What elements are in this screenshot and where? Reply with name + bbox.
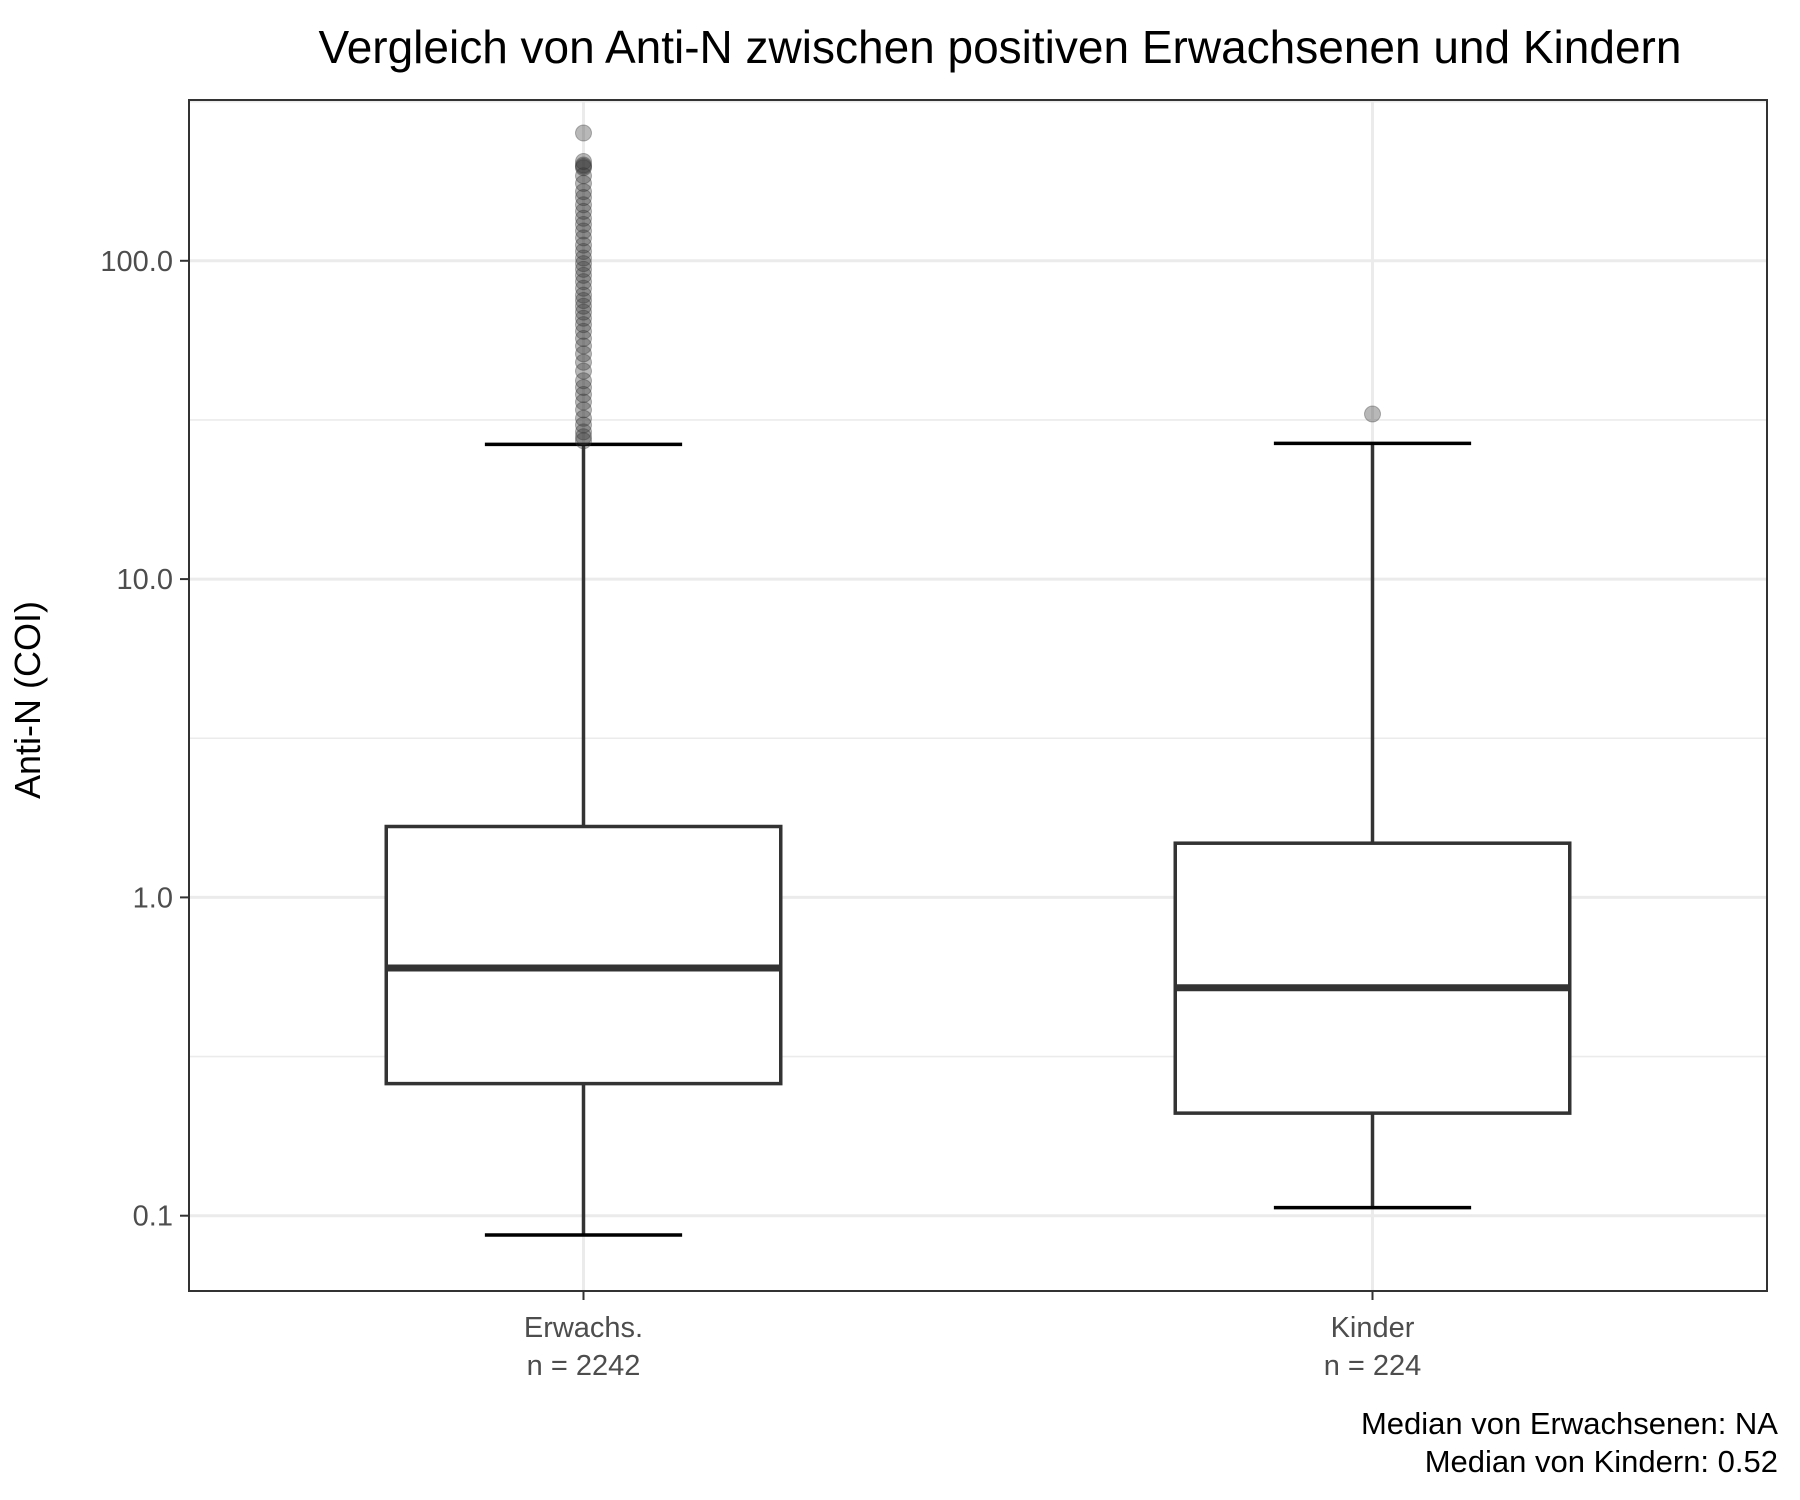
x-tick-count-label: n = 224 xyxy=(1324,1350,1422,1382)
outlier-point xyxy=(575,124,592,142)
outlier-point xyxy=(575,337,592,355)
outlier-point xyxy=(575,242,592,260)
caption-line-1: Median von Erwachsenen: NA xyxy=(1361,1406,1778,1441)
caption-line-2: Median von Kindern: 0.52 xyxy=(1425,1444,1778,1479)
y-tick-label: 10.0 xyxy=(117,564,173,596)
outlier-point xyxy=(575,196,592,214)
y-tick-label: 0.1 xyxy=(133,1201,173,1233)
outlier-point xyxy=(575,393,592,411)
y-tick-label: 1.0 xyxy=(133,882,173,914)
box-group xyxy=(384,124,783,1237)
x-tick-label: Erwachs. xyxy=(524,1312,643,1344)
outlier-point xyxy=(575,209,592,227)
iqr-box xyxy=(384,824,783,1086)
outlier-point xyxy=(575,249,592,267)
outlier-point xyxy=(575,345,592,363)
box-group xyxy=(1173,405,1572,1210)
y-tick-label: 100.0 xyxy=(100,246,173,278)
outlier-point xyxy=(575,409,592,427)
outlier-point xyxy=(575,229,592,247)
outlier-point xyxy=(575,428,592,446)
outlier-point xyxy=(575,156,592,174)
outlier-point xyxy=(575,273,592,291)
panel-border xyxy=(188,99,1768,1292)
outlier-point xyxy=(575,401,592,419)
outlier-point xyxy=(575,189,592,207)
y-axis-label: Anti-N (COI) xyxy=(7,601,48,799)
outlier-point xyxy=(575,236,592,254)
outlier-point xyxy=(575,292,592,310)
outlier-point xyxy=(575,297,592,315)
outlier-point xyxy=(575,260,592,278)
chart-title: Vergleich von Anti-N zwischen positiven … xyxy=(319,21,1682,73)
outlier-point xyxy=(575,255,592,273)
outlier-point xyxy=(575,309,592,327)
outlier-point xyxy=(575,329,592,347)
x-tick-count-label: n = 2242 xyxy=(527,1350,641,1382)
x-tick-label: Kinder xyxy=(1331,1312,1415,1344)
outlier-point xyxy=(575,372,592,390)
outlier-point xyxy=(575,174,592,192)
outlier-point xyxy=(575,362,592,380)
outlier-point xyxy=(575,432,592,450)
outlier-point xyxy=(575,222,592,240)
outlier-point xyxy=(575,183,592,201)
boxes xyxy=(384,124,1572,1237)
y-axis: 0.1 1.0 10.0 100.0 xyxy=(100,246,189,1233)
outlier-point xyxy=(575,353,592,371)
outlier-point xyxy=(575,167,592,185)
outlier-point xyxy=(575,316,592,334)
outlier-point xyxy=(575,153,592,171)
outlier-point xyxy=(575,286,592,304)
x-axis: Erwachs. n = 2242 Kinder n = 224 xyxy=(524,1291,1421,1382)
outlier-point xyxy=(575,266,592,284)
outlier-point xyxy=(575,216,592,234)
outlier-point xyxy=(1364,405,1381,423)
outlier-point xyxy=(575,322,592,340)
outlier-point xyxy=(575,416,592,434)
outlier-point xyxy=(575,157,592,175)
outlier-point xyxy=(575,159,592,177)
outlier-point xyxy=(575,386,592,404)
outlier-point xyxy=(575,279,592,297)
outlier-point xyxy=(575,303,592,321)
outlier-point xyxy=(575,378,592,396)
iqr-box xyxy=(1173,841,1572,1115)
outlier-point xyxy=(575,423,592,441)
outlier-point xyxy=(575,202,592,220)
